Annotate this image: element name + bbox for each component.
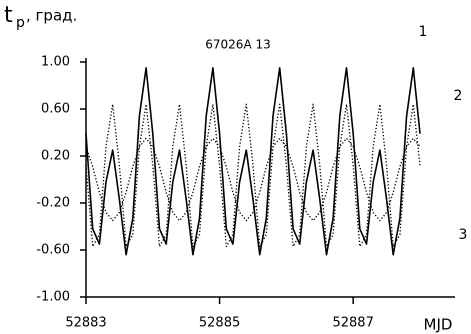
y-tick-label: 0.20 [41, 149, 70, 164]
y-tick-label: 1.00 [41, 55, 70, 70]
y-axis-label-subscript: р [16, 15, 25, 31]
x-tick-label: 52885 [199, 316, 240, 331]
x-tick-label: 52887 [332, 316, 373, 331]
series-line [85, 137, 421, 222]
y-tick-label: -0.20 [36, 196, 70, 211]
x-axis-label: MJD [424, 316, 453, 334]
series-label: 3 [459, 227, 468, 243]
x-tick-label: 52883 [65, 316, 106, 331]
chart-title: 67026A 13 [205, 38, 270, 52]
series-line [85, 67, 421, 256]
y-tick-label: -1.00 [36, 290, 70, 305]
y-tick-label: 0.60 [41, 102, 70, 117]
y-tick-label: -0.60 [36, 243, 70, 258]
series-line [85, 103, 421, 248]
series-label: 1 [419, 24, 428, 40]
series-label: 2 [454, 88, 463, 104]
y-axis-label-unit: , град. [26, 7, 77, 25]
y-axis-label: t [4, 3, 13, 28]
